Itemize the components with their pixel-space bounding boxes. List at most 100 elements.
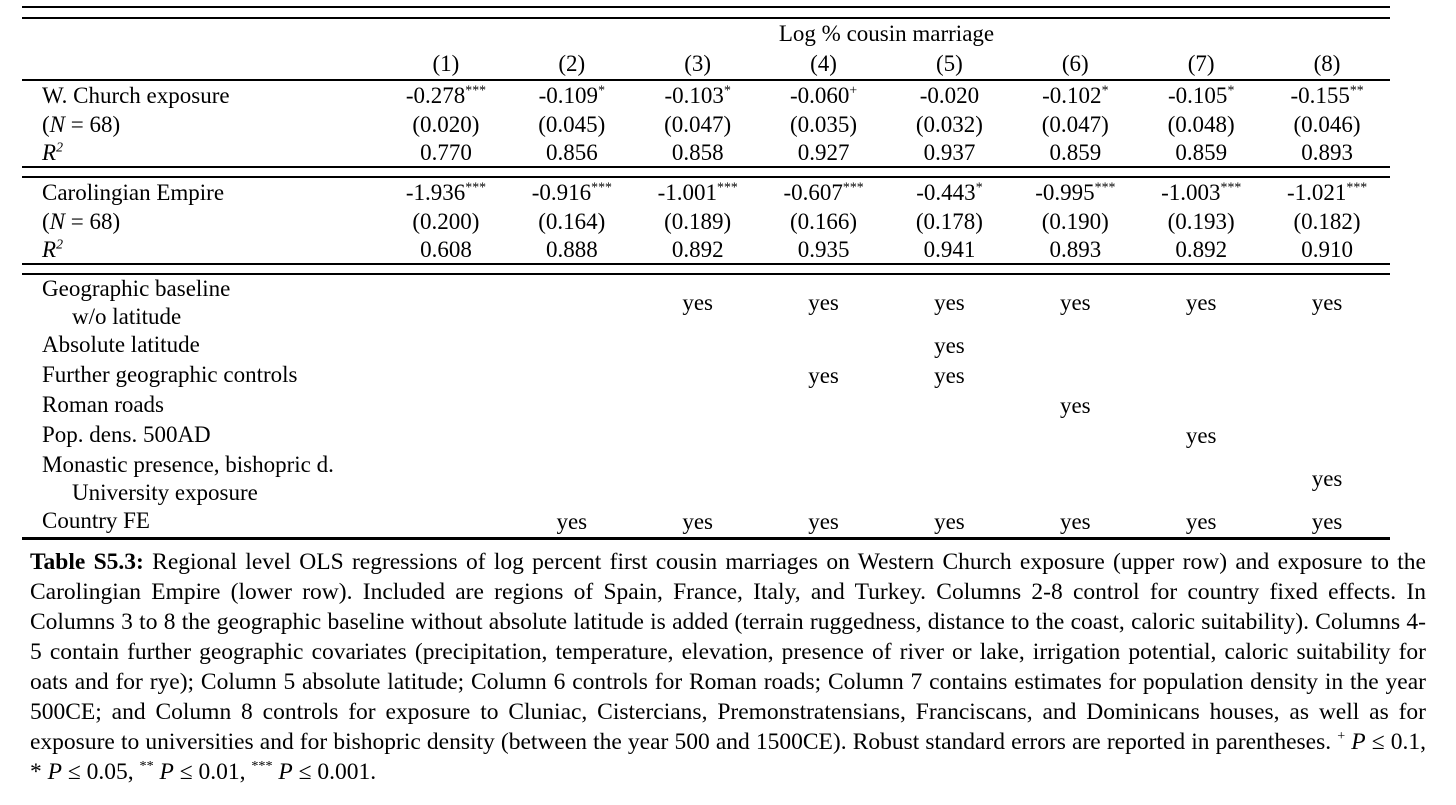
coefficient-cell: -1.936*** (383, 178, 509, 208)
top-double-rule (22, 6, 1390, 19)
caption-segment: ≤ 0.1, * (30, 729, 1426, 785)
control-cell: yes (934, 363, 965, 388)
dependent-variable-title: Log % cousin marriage (778, 21, 995, 46)
text-segment: ( (42, 112, 50, 137)
significance-marker: * (1101, 82, 1109, 98)
coefficient-value: -0.607 (783, 180, 843, 205)
caption-segment: P (159, 759, 174, 785)
significance-marker: *** (1220, 179, 1242, 195)
control-cell (1138, 451, 1264, 507)
row-label-control: Absolute latitude (22, 331, 383, 361)
control-cell (1138, 331, 1264, 361)
caption-segment: ≤ 0.05, (61, 759, 140, 785)
text-segment: = 68) (65, 209, 121, 234)
r2-cell: 0.888 (545, 237, 598, 262)
control-cell (1012, 361, 1138, 391)
significance-marker: * (975, 179, 983, 195)
control-cell (509, 275, 635, 331)
control-cell: yes (808, 363, 839, 388)
coefficient-cell: -0.443* (887, 178, 1013, 208)
row-label-control: Pop. dens. 500AD (22, 421, 383, 451)
control-cell (1264, 421, 1390, 451)
coefficient-value: -0.020 (919, 83, 980, 108)
significance-marker: * (598, 82, 605, 98)
text-segment: = 68) (65, 112, 121, 137)
std-error-cell: (0.166) (790, 209, 858, 234)
significance-marker: * (723, 82, 731, 98)
control-cell (887, 391, 1013, 421)
coefficient-cell: -0.109* (509, 81, 635, 111)
row-label-n: (N = 68) (22, 111, 383, 139)
r2-cell: 0.893 (1301, 140, 1353, 165)
panel-separator-rule (22, 263, 1390, 275)
coefficient-cell: -0.607*** (761, 178, 887, 208)
column-header: (6) (1061, 51, 1089, 76)
significance-marker: *** (1094, 179, 1116, 195)
control-cell (383, 361, 509, 391)
control-cell: yes (1185, 423, 1217, 448)
row-label-control: Further geographic controls (22, 361, 383, 391)
control-cell: yes (682, 509, 714, 534)
coefficient-cell: -0.102* (1012, 81, 1138, 111)
coefficient-value: -0.103 (664, 83, 724, 108)
std-error-cell: (0.047) (1041, 112, 1109, 137)
row-label-r2: R2 (22, 236, 383, 263)
coefficient-cell: -0.103* (635, 81, 761, 111)
significance-marker: ** (1349, 82, 1364, 98)
coefficient-cell: -0.060+ (761, 81, 887, 111)
coefficient-cell: -0.995*** (1012, 178, 1138, 208)
text-segment: N (49, 112, 66, 137)
spanner-empty-cell (22, 19, 383, 48)
column-header: (1) (432, 51, 460, 76)
control-cell (635, 331, 761, 361)
control-cell (1138, 361, 1264, 391)
control-cell (383, 421, 509, 451)
significance-marker: * (1227, 82, 1235, 98)
row-label-r2: R2 (22, 139, 383, 166)
significance-marker: *** (465, 82, 486, 98)
coefficient-cell: -0.278*** (383, 81, 509, 111)
coefficient-value: -1.936 (405, 180, 466, 205)
control-label-line: Roman roads (42, 392, 165, 417)
row-label-control: Monastic presence, bishopric d. Universit… (22, 451, 383, 507)
text-segment: ( (42, 209, 50, 234)
control-cell (383, 507, 509, 537)
control-cell (1264, 361, 1390, 391)
control-cell (761, 421, 887, 451)
control-cell (1012, 331, 1138, 361)
coefficient-value: -0.060 (789, 83, 850, 108)
coefficient-value: -1.001 (657, 180, 718, 205)
r2-cell: 0.937 (923, 140, 976, 165)
caption-segment: P (1351, 729, 1366, 755)
control-cell (887, 421, 1013, 451)
std-error-cell: (0.164) (538, 209, 606, 234)
caption-segment: Table S5.3: (30, 549, 144, 575)
std-error-cell: (0.189) (664, 209, 732, 234)
coefficient-cell: -0.020 (887, 81, 1013, 111)
r2-cell: 0.910 (1301, 237, 1353, 262)
r2-cell: 0.859 (1049, 140, 1102, 165)
control-cell (509, 421, 635, 451)
std-error-cell: (0.193) (1167, 209, 1235, 234)
coefficient-value: -0.443 (916, 180, 976, 205)
r2-cell: 0.927 (797, 140, 850, 165)
coefficient-cell: -1.003*** (1138, 178, 1264, 208)
control-cell (887, 451, 1013, 507)
control-label-line: w/o latitude (72, 304, 182, 329)
std-error-cell: (0.048) (1167, 112, 1235, 137)
significance-marker: *** (717, 179, 738, 195)
header-rule (22, 79, 1390, 81)
significance-marker: *** (842, 179, 864, 195)
control-label-line: Further geographic controls (42, 362, 298, 387)
control-cell (509, 331, 635, 361)
header-empty-cell (22, 48, 383, 79)
row-label-control: Geographic baseline w/o latitude (22, 275, 383, 331)
std-error-cell: (0.047) (664, 112, 732, 137)
text-segment: N (49, 209, 66, 234)
coefficient-value: -0.105 (1168, 83, 1228, 108)
control-cell: yes (1059, 393, 1091, 418)
coefficient-value: -0.278 (405, 83, 466, 108)
row-label-variable: W. Church exposure (42, 83, 230, 108)
control-cell: yes (1185, 290, 1217, 315)
control-cell: yes (934, 509, 965, 534)
